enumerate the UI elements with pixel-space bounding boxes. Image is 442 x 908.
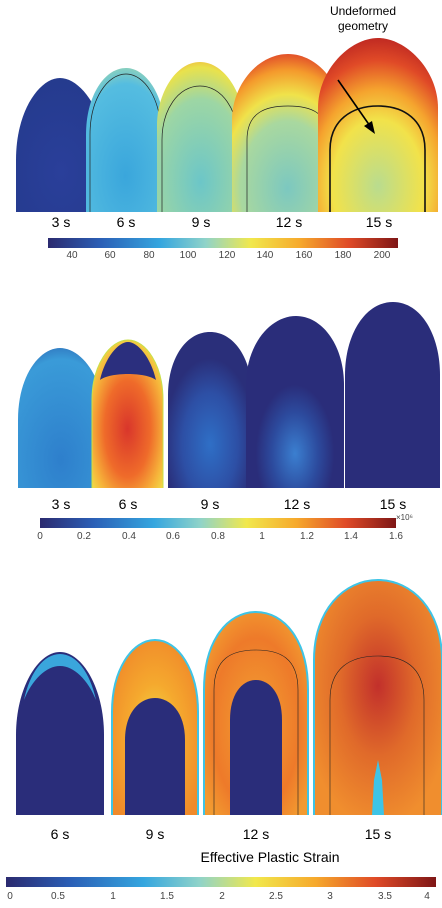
colorbar-tick: 120 [218, 250, 236, 261]
time-label: 9 s [191, 214, 211, 230]
bullet-6s [92, 340, 163, 488]
colorbar-tick: 1.6 [389, 531, 403, 542]
colorbar-tick: 100 [179, 250, 197, 261]
colorbar-tick: 0.5 [51, 891, 65, 902]
bullet-9s [157, 62, 244, 212]
panel-stress [18, 302, 440, 528]
bullet-15s-outline [329, 655, 425, 815]
bullet-12s-outline [213, 649, 299, 815]
bullet-15s [345, 302, 440, 488]
colorbar-tick: 1 [110, 891, 116, 902]
time-label: 3 s [51, 214, 71, 230]
time-label: 12 s [283, 496, 311, 512]
colorbar-tick: 1.4 [344, 531, 358, 542]
colorbar-tick: 160 [295, 250, 313, 261]
time-label: 9 s [145, 826, 165, 842]
colorbar-tick: 0.4 [122, 531, 136, 542]
colorbar-temperature [48, 238, 398, 248]
colorbar-tick: 1 [259, 531, 265, 542]
bullet-6s-outline [91, 339, 164, 488]
bullet-9s-edge [111, 638, 199, 815]
colorbar-tick: 0.2 [77, 531, 91, 542]
colorbar-tick: 0 [7, 891, 13, 902]
colorbar-tick: 80 [143, 250, 155, 261]
colorbar-tick: 0 [37, 531, 43, 542]
bullet-12s-core [230, 680, 282, 815]
annotation-arrowhead [364, 121, 375, 134]
time-label: 12 s [242, 826, 270, 842]
colorbar-tick: 1.2 [300, 531, 314, 542]
colorbar-tick: 2 [219, 891, 225, 902]
bullet-3s [18, 348, 104, 488]
panel-temperature [16, 38, 438, 248]
colorbar-tick: 4 [424, 891, 430, 902]
colorbar-tick: 0.8 [211, 531, 225, 542]
bullet-12s [246, 316, 344, 488]
time-label: 3 s [51, 496, 71, 512]
time-label: 15 s [365, 214, 393, 230]
bullet-15s [318, 38, 438, 212]
bullet-12s [232, 54, 343, 212]
bullet-9s [168, 332, 252, 488]
annotation-arrow [337, 79, 371, 127]
bullet-9s-core [125, 698, 185, 815]
colorbar-tick: 0.6 [166, 531, 180, 542]
colorbar-tick: 60 [104, 250, 116, 261]
time-label: 6 s [50, 826, 70, 842]
bullet-6s [86, 68, 165, 212]
annotation-undeformed-geometry: Undeformed geometry [329, 4, 397, 33]
colorbar-exponent: ×10⁶ [396, 513, 413, 522]
time-label: 9 s [200, 496, 220, 512]
undeformed-outline-15s [329, 105, 426, 212]
time-label: 6 s [118, 496, 138, 512]
colorbar-plastic-strain [6, 877, 436, 887]
bullet-15s [314, 580, 442, 815]
time-label: 15 s [379, 496, 407, 512]
colorbar-tick: 140 [256, 250, 274, 261]
colorbar-tick: 2.5 [269, 891, 283, 902]
time-label: 15 s [364, 826, 392, 842]
colorbar-tick: 40 [66, 250, 78, 261]
panel-plastic-strain [6, 578, 442, 887]
colorbar-tick: 200 [373, 250, 391, 261]
colorbar-tick: 180 [334, 250, 352, 261]
colorbar-title: Effective Plastic Strain [200, 849, 340, 865]
colorbar-tick: 3 [327, 891, 333, 902]
colorbar-stress [40, 518, 396, 528]
bullet-15s-core [372, 760, 384, 815]
time-label: 6 s [116, 214, 136, 230]
bullet-3s [16, 78, 106, 212]
bullet-6s-tip [100, 342, 156, 380]
colorbar-tick: 3.5 [378, 891, 392, 902]
colorbar-tick: 1.5 [160, 891, 174, 902]
bullet-15s-edge [313, 578, 442, 815]
bullet-12s-edge [203, 610, 309, 815]
time-label: 12 s [275, 214, 303, 230]
bullet-6s [16, 652, 104, 815]
bullet-6s-band [24, 654, 96, 700]
